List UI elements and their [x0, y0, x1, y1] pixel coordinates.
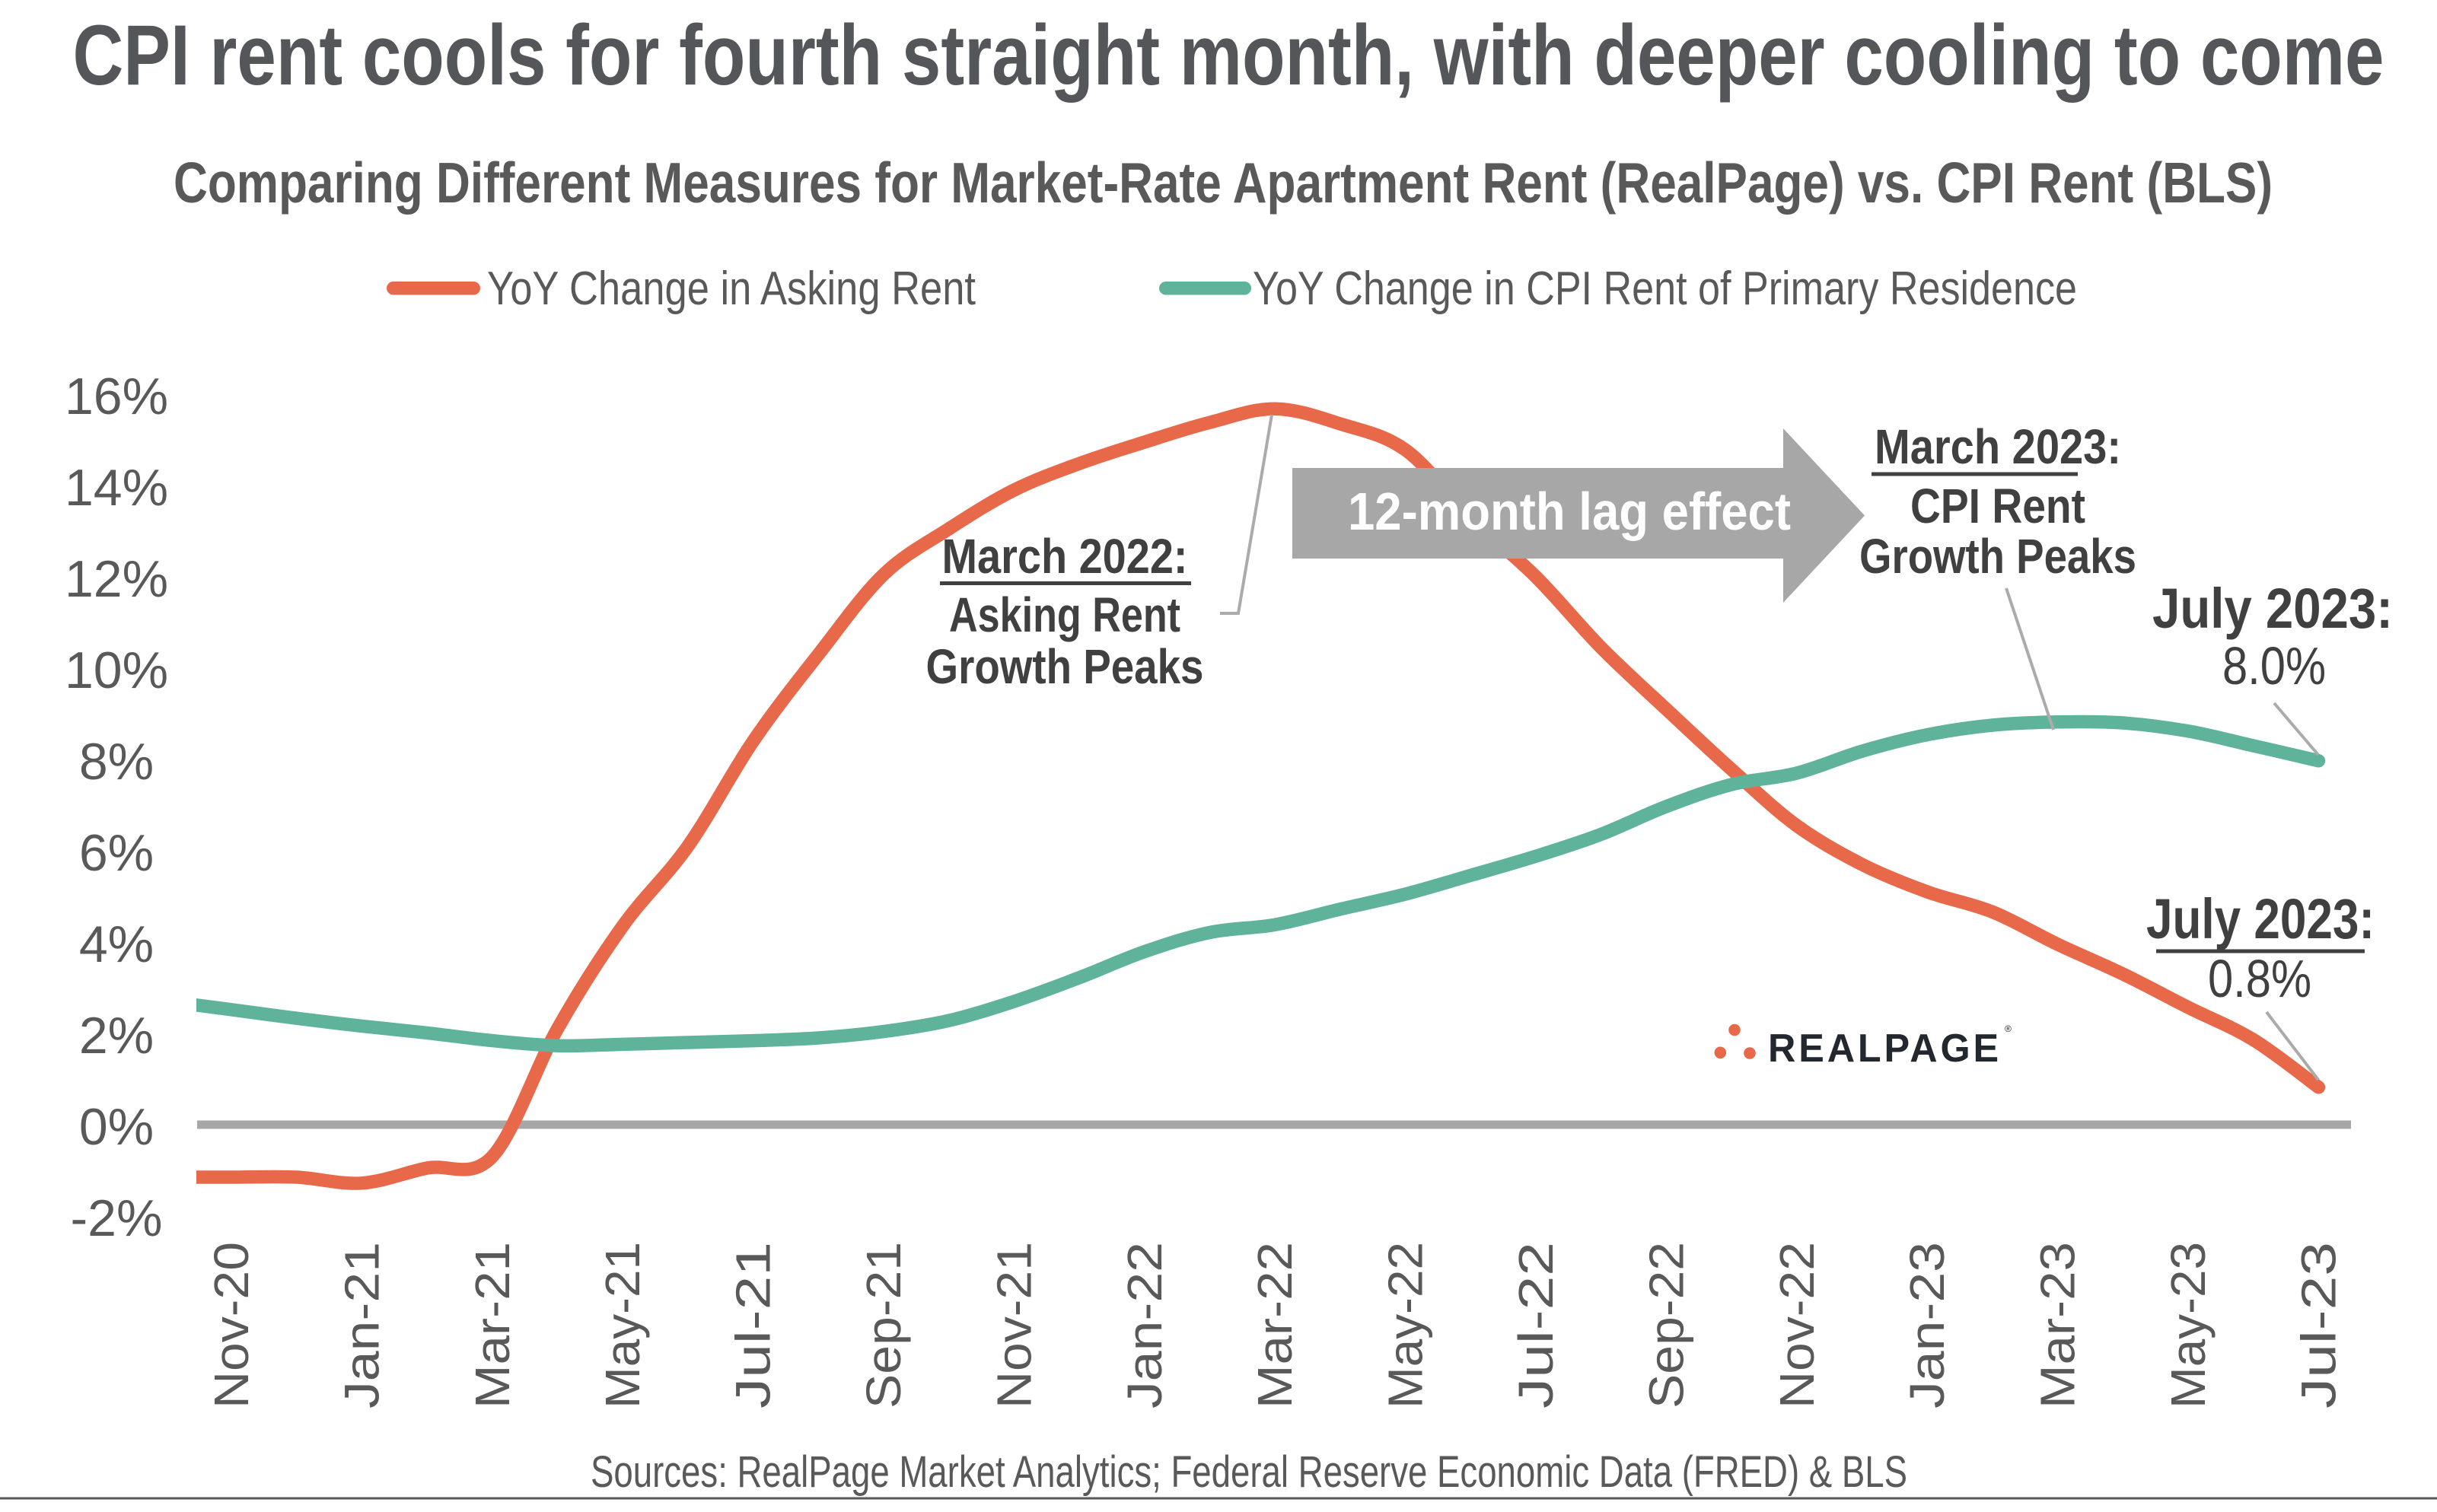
svg-text:July 2023:: July 2023: [2146, 887, 2375, 950]
svg-text:Sep-21: Sep-21 [856, 1242, 911, 1409]
svg-text:6%: 6% [79, 824, 154, 882]
svg-text:0.8%: 0.8% [2208, 949, 2311, 1008]
svg-text:Jan-21: Jan-21 [334, 1242, 389, 1409]
svg-text:Growth Peaks: Growth Peaks [926, 639, 1204, 694]
svg-text:16%: 16% [65, 368, 168, 425]
svg-text:Mar-23: Mar-23 [2031, 1242, 2085, 1409]
svg-text:-2%: -2% [71, 1189, 163, 1247]
svg-text:®: ® [2005, 1023, 2012, 1034]
svg-text:May-23: May-23 [2161, 1242, 2216, 1409]
svg-text:YoY Change in CPI Rent of Prim: YoY Change in CPI Rent of Primary Reside… [1253, 263, 2077, 315]
svg-text:CPI Rent: CPI Rent [1910, 479, 2085, 533]
svg-text:4%: 4% [79, 915, 154, 973]
svg-text:Comparing Different Measures f: Comparing Different Measures for Market-… [174, 151, 2273, 215]
svg-text:8%: 8% [79, 733, 154, 791]
svg-text:Nov-21: Nov-21 [986, 1242, 1041, 1409]
svg-text:Jul-22: Jul-22 [1508, 1242, 1563, 1409]
svg-text:Sep-22: Sep-22 [1639, 1242, 1693, 1409]
svg-text:Growth Peaks: Growth Peaks [1859, 529, 2136, 584]
svg-text:Jul-23: Jul-23 [2291, 1242, 2346, 1409]
svg-text:Sources: RealPage Market Analy: Sources: RealPage Market Analytics; Fede… [591, 1447, 1907, 1497]
svg-text:Nov-20: Nov-20 [204, 1242, 259, 1409]
svg-text:May-21: May-21 [595, 1242, 650, 1409]
svg-text:July 2023:: July 2023: [2152, 577, 2393, 640]
svg-text:CPI rent cools for fourth stra: CPI rent cools for fourth straight month… [73, 8, 2384, 103]
svg-text:YoY Change in Asking Rent: YoY Change in Asking Rent [487, 263, 976, 315]
svg-text:10%: 10% [65, 641, 168, 699]
svg-text:8.0%: 8.0% [2222, 636, 2326, 696]
svg-text:0%: 0% [79, 1098, 154, 1156]
svg-text:Mar-21: Mar-21 [465, 1242, 520, 1409]
svg-text:March 2023:: March 2023: [1875, 419, 2121, 474]
svg-text:2%: 2% [79, 1007, 154, 1065]
svg-text:Jul-21: Jul-21 [726, 1242, 781, 1409]
svg-text:May-22: May-22 [1378, 1242, 1433, 1409]
svg-text:Jan-22: Jan-22 [1117, 1242, 1172, 1409]
svg-text:14%: 14% [65, 459, 168, 517]
svg-text:12%: 12% [65, 550, 168, 608]
svg-text:March 2022:: March 2022: [942, 529, 1188, 584]
svg-text:Mar-22: Mar-22 [1247, 1242, 1302, 1409]
svg-text:Nov-22: Nov-22 [1770, 1242, 1824, 1409]
svg-text:Asking Rent: Asking Rent [949, 587, 1180, 642]
svg-text:12-month lag effect: 12-month lag effect [1348, 482, 1791, 541]
svg-text:REALPAGE: REALPAGE [1768, 1027, 2002, 1071]
svg-text:Jan-23: Jan-23 [1900, 1242, 1954, 1409]
